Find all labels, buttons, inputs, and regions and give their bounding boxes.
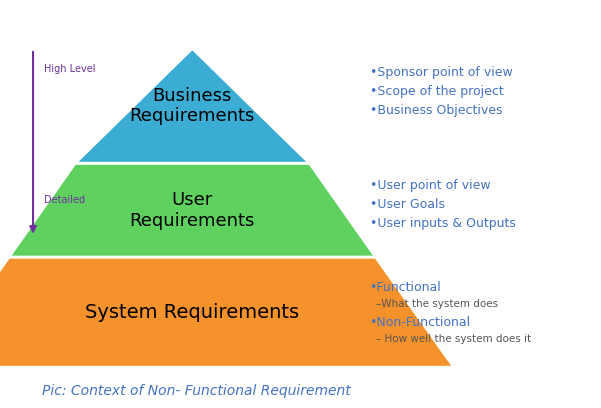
Polygon shape xyxy=(0,257,454,367)
Polygon shape xyxy=(9,163,376,257)
Text: •User point of view
•User Goals
•User inputs & Outputs: •User point of view •User Goals •User in… xyxy=(370,179,516,229)
Text: System Requirements: System Requirements xyxy=(85,303,299,322)
Text: Pic: Context of Non- Functional Requirement: Pic: Context of Non- Functional Requirem… xyxy=(42,384,351,398)
Text: High Level: High Level xyxy=(44,64,96,74)
Text: Business
Requirements: Business Requirements xyxy=(130,86,255,126)
Text: Detailed: Detailed xyxy=(44,195,85,205)
Text: –What the system does: –What the system does xyxy=(376,299,498,309)
Text: •Functional: •Functional xyxy=(370,281,441,294)
Text: User
Requirements: User Requirements xyxy=(130,191,255,230)
Polygon shape xyxy=(75,49,310,163)
Text: – How well the system does it: – How well the system does it xyxy=(376,335,531,344)
Text: •Sponsor point of view
•Scope of the project
•Business Objectives: •Sponsor point of view •Scope of the pro… xyxy=(370,67,513,118)
Text: •Non-Functional: •Non-Functional xyxy=(370,316,471,329)
